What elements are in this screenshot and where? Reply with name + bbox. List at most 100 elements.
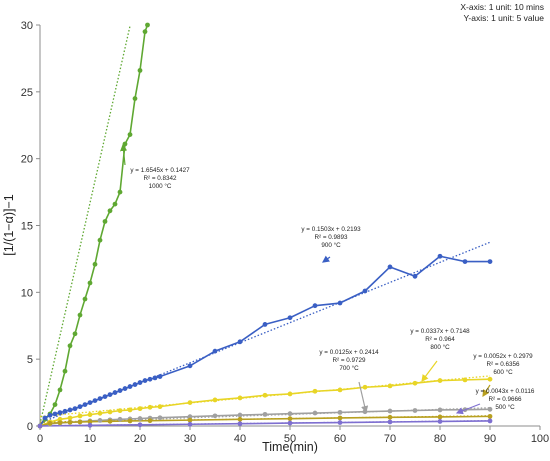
data-point xyxy=(97,237,103,243)
data-point xyxy=(127,407,133,413)
data-point xyxy=(127,418,133,424)
data-point xyxy=(437,253,443,259)
data-point xyxy=(52,411,58,417)
x-tick-label: 10 xyxy=(84,433,96,445)
y-tick-label: 10 xyxy=(21,287,33,299)
x-tick-label: 70 xyxy=(384,433,396,445)
trend-equation: y = 0.0043x + 0.0116 xyxy=(476,388,535,395)
data-point xyxy=(387,383,393,389)
data-point xyxy=(57,416,63,422)
x-tick-label: 60 xyxy=(334,433,346,445)
data-point xyxy=(337,387,343,393)
data-point xyxy=(127,384,133,389)
trend-equation: y = 0.0337x + 0.7148 xyxy=(410,328,470,335)
data-point xyxy=(97,396,103,401)
data-point xyxy=(147,418,153,424)
trend-equation: y = 0.0052x + 0.2979 xyxy=(473,353,533,360)
series-lines xyxy=(39,24,491,427)
data-point xyxy=(57,387,63,393)
data-point xyxy=(187,417,193,423)
data-point xyxy=(437,414,443,420)
data-point xyxy=(437,407,443,413)
data-point xyxy=(77,404,83,410)
temperature-label: 500 °C xyxy=(495,403,515,411)
data-point xyxy=(187,414,193,420)
data-point xyxy=(387,419,393,425)
data-point xyxy=(147,376,153,382)
y-tick-label: 15 xyxy=(21,221,33,233)
data-point xyxy=(137,422,143,428)
data-point xyxy=(337,300,343,306)
x-tick-label: 20 xyxy=(134,433,146,445)
data-point xyxy=(187,400,193,406)
data-point xyxy=(187,363,193,369)
series-line-1 xyxy=(39,255,490,427)
data-point xyxy=(387,408,393,414)
data-point xyxy=(62,408,68,414)
data-point xyxy=(437,378,443,383)
y-tick-label: 25 xyxy=(21,87,33,99)
data-point xyxy=(157,404,163,410)
data-point xyxy=(82,296,88,302)
data-point xyxy=(157,415,163,421)
r-squared-label: R² = 0.6356 xyxy=(486,361,520,368)
data-point xyxy=(237,416,243,422)
data-point xyxy=(97,410,103,416)
trend-equation: y = 1.6545x + 0.1427 xyxy=(130,167,190,174)
annotation-arrow-3 xyxy=(358,381,369,414)
trendlines xyxy=(39,24,491,427)
x-tick-label: 50 xyxy=(284,433,296,445)
data-point xyxy=(57,420,63,426)
data-point xyxy=(152,375,158,381)
data-point xyxy=(67,343,73,349)
x-tick-label: 90 xyxy=(484,433,496,445)
data-point xyxy=(287,420,293,426)
annotation-arrow-1 xyxy=(322,255,331,263)
data-point xyxy=(82,402,88,408)
r-squared-label: R² = 0.964 xyxy=(425,336,455,343)
data-point xyxy=(262,411,268,417)
annotation-arrow-0 xyxy=(120,143,128,166)
data-point xyxy=(87,422,93,428)
data-point xyxy=(67,419,73,425)
data-point xyxy=(67,415,73,421)
data-point xyxy=(107,418,113,424)
temperature-label: 600 °C xyxy=(493,368,513,376)
temperature-label: 700 °C xyxy=(339,364,359,372)
data-point xyxy=(67,407,73,413)
annotation-arrow-2 xyxy=(421,360,438,382)
data-point xyxy=(145,22,150,28)
data-point xyxy=(212,397,218,403)
data-point xyxy=(412,408,418,413)
series-line-5 xyxy=(39,420,491,427)
data-point xyxy=(52,402,58,408)
data-point xyxy=(77,413,83,419)
data-point xyxy=(287,411,293,417)
y-axis-title: [1/(1−α)]−1 xyxy=(2,194,16,255)
data-point xyxy=(137,416,143,421)
data-point xyxy=(132,382,138,387)
trend-equation: y = 0.1503x + 0.2193 xyxy=(301,226,361,233)
data-point xyxy=(137,380,143,385)
data-point xyxy=(212,348,218,354)
data-point xyxy=(387,414,393,420)
x-axis-title: Time(min) xyxy=(262,440,318,454)
axes: 0 10 20 30 40 50 60 70 80 90 100 0 5 10 15 20 25 30 xyxy=(21,20,549,445)
series-line-0 xyxy=(39,24,149,427)
data-point xyxy=(137,68,143,73)
temperature-label: 800 °C xyxy=(430,343,450,351)
data-point xyxy=(77,419,83,425)
data-point xyxy=(337,415,343,421)
data-point xyxy=(462,377,468,383)
data-point xyxy=(312,410,318,416)
temperature-label: 900 °C xyxy=(321,241,341,249)
data-point xyxy=(87,400,93,406)
data-point xyxy=(212,413,218,419)
y-tick-label: 0 xyxy=(27,421,33,433)
data-point xyxy=(107,409,113,415)
data-point xyxy=(92,261,98,267)
x-tick-label: 100 xyxy=(531,433,549,445)
r-squared-label: R² = 0.9893 xyxy=(314,234,348,241)
data-point xyxy=(262,392,268,398)
